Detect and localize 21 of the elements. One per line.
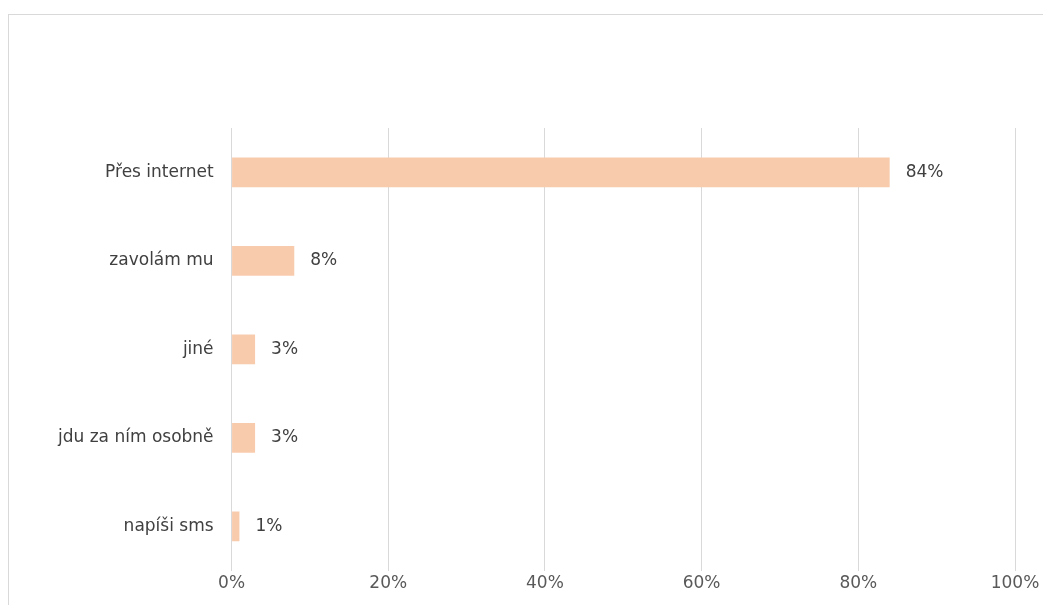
bar: [232, 245, 295, 276]
x-tick-label: 80%: [839, 572, 878, 593]
data-label: 84%: [905, 160, 944, 181]
x-tick-label: 40%: [526, 572, 564, 593]
bar: [232, 334, 256, 365]
y-tick-label: jdu za ním osobně: [56, 426, 214, 447]
bar: [232, 511, 240, 542]
x-tick-label: 60%: [682, 572, 721, 593]
x-tick-label: 0%: [218, 572, 246, 593]
data-label: 8%: [310, 249, 338, 270]
data-label: 3%: [271, 426, 299, 447]
y-tick-label: zavolám mu: [109, 249, 214, 270]
bar: [232, 157, 890, 188]
y-tick-label: jiné: [181, 337, 214, 358]
bar: [232, 422, 256, 453]
data-label: 3%: [271, 337, 299, 358]
x-tick-label: 100%: [990, 572, 1040, 593]
y-tick-label: napíši sms: [123, 514, 214, 535]
x-tick-label: 20%: [369, 572, 408, 593]
y-tick-label: Přes internet: [105, 160, 214, 181]
data-label: 1%: [255, 514, 283, 535]
